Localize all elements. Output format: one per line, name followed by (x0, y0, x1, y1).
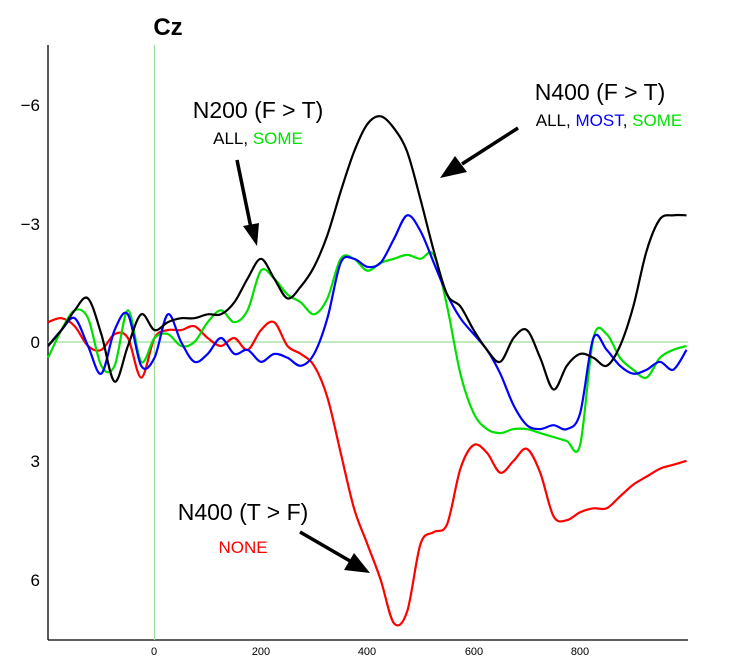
annotation-part: , (623, 111, 632, 130)
arrow-shaft (299, 530, 351, 563)
annotation-title: N400 (F > T) (535, 79, 666, 105)
arrow-head (243, 223, 259, 246)
x-tick-label: 400 (358, 646, 376, 658)
series-line (47, 251, 687, 453)
y-tick-label: 0 (31, 333, 40, 352)
annotation-part: ALL (213, 129, 243, 148)
annotation-part: NONE (218, 538, 267, 557)
x-tick-label: 800 (571, 646, 589, 658)
annotation-part: ALL (536, 111, 566, 130)
annotation-n200: N200 (F > T) ALL, SOME (193, 97, 324, 246)
x-tick-labels: 0 200 400 600 800 (151, 646, 589, 658)
annotation-part: , (243, 129, 252, 148)
chart-title: Cz (153, 14, 182, 41)
annotation-part: MOST (575, 111, 624, 130)
y-tick-label: 3 (31, 452, 40, 471)
series-line (47, 214, 688, 431)
x-tick-label: 600 (465, 646, 483, 658)
series-line (47, 115, 687, 391)
arrow-shaft (461, 126, 519, 166)
arrow-head (440, 156, 467, 178)
y-tick-labels: −6 −3 0 3 6 (21, 96, 40, 590)
annotation-subtitle: NONE (218, 538, 267, 557)
y-tick-label: −6 (21, 96, 40, 115)
series-layer (47, 115, 688, 627)
annotation-title: N400 (T > F) (178, 499, 309, 525)
x-tick-label: 200 (252, 646, 270, 658)
annotation-n400-ft: N400 (F > T) ALL, MOST, SOME (440, 79, 682, 178)
y-tick-label: −3 (21, 215, 40, 234)
annotation-part: SOME (632, 111, 682, 130)
x-tick-label: 0 (151, 646, 157, 658)
annotation-subtitle: ALL, MOST, SOME (536, 111, 682, 130)
annotation-n400-tf: N400 (T > F) NONE (178, 499, 370, 573)
annotation-part: SOME (253, 129, 303, 148)
annotation-title: N200 (F > T) (193, 97, 324, 123)
y-tick-label: 6 (31, 571, 40, 590)
arrow-head (344, 553, 370, 573)
arrow-shaft (235, 159, 253, 229)
annotation-part: , (566, 111, 575, 130)
annotation-subtitle: ALL, SOME (213, 129, 303, 148)
